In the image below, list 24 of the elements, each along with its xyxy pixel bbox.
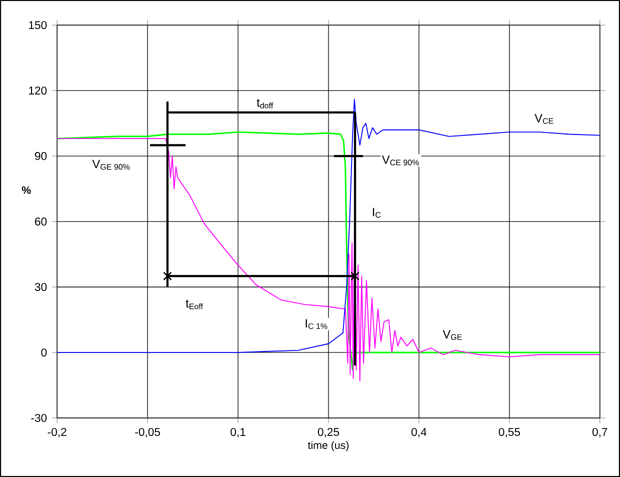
annotation: t$_{Eoff}$ xyxy=(186,300,204,310)
annotation: V$_{GE 90%}$ xyxy=(92,160,130,170)
y-tick-label: 90 xyxy=(35,152,47,160)
annotation: t$_{doff}$ xyxy=(256,98,274,108)
annotation: V$_{CE 90%}$ xyxy=(382,156,419,166)
x-tick-label: 0,55 xyxy=(498,428,520,438)
x-tick-label: -0,05 xyxy=(135,428,160,438)
annotation: I$_{C 1%}$ xyxy=(306,319,328,329)
x-tick-label: -0,2 xyxy=(48,428,66,438)
x-tick-label: 0,25 xyxy=(318,428,340,438)
y-tick-label: 0 xyxy=(41,348,47,356)
x-tick-label: 0,4 xyxy=(412,428,427,438)
x-tick-label: 0,7 xyxy=(592,428,608,438)
y-tick-label: 30 xyxy=(34,282,47,291)
annotation: I$_{C}$ xyxy=(372,208,381,218)
x-axis-title: time (us) xyxy=(308,441,349,452)
y-tick-label: 120 xyxy=(29,86,47,95)
y-tick-label: 150 xyxy=(29,21,47,30)
x-tick-label: 0,1 xyxy=(230,428,246,438)
y-axis-title: % xyxy=(22,186,31,194)
y-tick-label: -30 xyxy=(31,414,47,422)
annotation: V$_{GE}$ xyxy=(442,330,462,340)
y-tick-label: 60 xyxy=(35,218,47,226)
annotation: V$_{CE}$ xyxy=(534,114,554,124)
